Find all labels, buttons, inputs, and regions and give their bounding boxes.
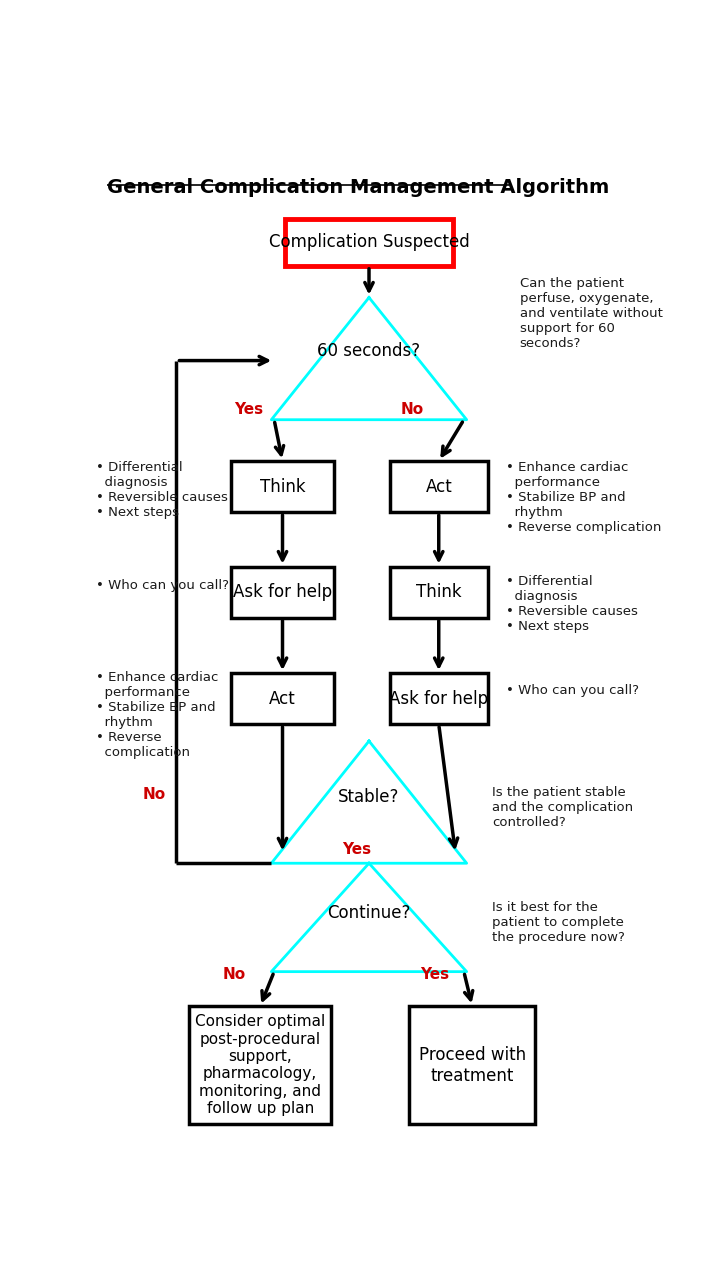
- Text: • Enhance cardiac
  performance
• Stabilize BP and
  rhythm
• Reverse
  complica: • Enhance cardiac performance • Stabiliz…: [96, 671, 218, 759]
- FancyBboxPatch shape: [390, 673, 487, 724]
- FancyBboxPatch shape: [231, 567, 334, 618]
- FancyBboxPatch shape: [390, 567, 487, 618]
- Text: • Differential
  diagnosis
• Reversible causes
• Next steps: • Differential diagnosis • Reversible ca…: [96, 461, 228, 520]
- Text: Is the patient stable
and the complication
controlled?: Is the patient stable and the complicati…: [492, 786, 633, 829]
- Text: Think: Think: [416, 584, 462, 602]
- FancyBboxPatch shape: [231, 673, 334, 724]
- Text: Ask for help: Ask for help: [390, 690, 488, 708]
- FancyBboxPatch shape: [231, 461, 334, 512]
- Text: • Differential
  diagnosis
• Reversible causes
• Next steps: • Differential diagnosis • Reversible ca…: [505, 576, 638, 634]
- Text: Can the patient
perfuse, oxygenate,
and ventilate without
support for 60
seconds: Can the patient perfuse, oxygenate, and …: [520, 276, 662, 349]
- Text: Think: Think: [260, 477, 305, 495]
- Text: No: No: [401, 402, 424, 417]
- Text: 60 seconds?: 60 seconds?: [318, 342, 420, 360]
- Text: Proceed with
treatment: Proceed with treatment: [418, 1046, 526, 1084]
- Text: • Who can you call?: • Who can you call?: [505, 684, 639, 696]
- Text: No: No: [222, 968, 246, 982]
- Text: • Who can you call?: • Who can you call?: [96, 580, 228, 593]
- Text: General Complication Management Algorithm: General Complication Management Algorith…: [107, 178, 609, 197]
- Text: No: No: [143, 787, 166, 801]
- Text: Continue?: Continue?: [328, 904, 410, 922]
- Text: Consider optimal
post-procedural
support,
pharmacology,
monitoring, and
follow u: Consider optimal post-procedural support…: [195, 1014, 325, 1116]
- FancyBboxPatch shape: [285, 219, 453, 266]
- FancyBboxPatch shape: [410, 1006, 535, 1124]
- Text: Yes: Yes: [235, 402, 264, 417]
- Text: Is it best for the
patient to complete
the procedure now?: Is it best for the patient to complete t…: [492, 901, 625, 943]
- Text: Act: Act: [269, 690, 296, 708]
- Text: Act: Act: [426, 477, 452, 495]
- Text: Stable?: Stable?: [338, 788, 400, 806]
- Text: Yes: Yes: [342, 842, 372, 856]
- Text: Yes: Yes: [420, 968, 449, 982]
- Text: Ask for help: Ask for help: [233, 584, 332, 602]
- Text: Complication Suspected: Complication Suspected: [269, 233, 469, 251]
- Text: • Enhance cardiac
  performance
• Stabilize BP and
  rhythm
• Reverse complicati: • Enhance cardiac performance • Stabiliz…: [505, 461, 661, 534]
- FancyBboxPatch shape: [189, 1006, 331, 1124]
- FancyBboxPatch shape: [390, 461, 487, 512]
